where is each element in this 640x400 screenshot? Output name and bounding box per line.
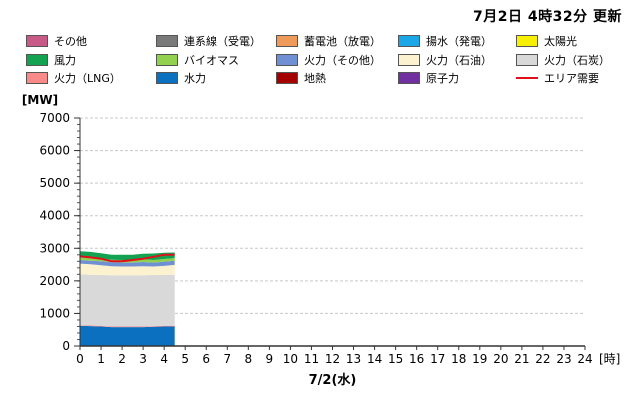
area-series <box>80 263 175 276</box>
y-tick-label: 4000 <box>39 209 70 223</box>
y-tick-label: 1000 <box>39 306 70 320</box>
x-tick-label: 2 <box>118 352 126 366</box>
area-series <box>80 325 175 346</box>
y-tick-label: 2000 <box>39 274 70 288</box>
x-tick-label: 17 <box>430 352 445 366</box>
legend-swatch <box>398 72 420 84</box>
legend-label: 水力 <box>184 72 206 85</box>
legend-swatch <box>26 35 48 47</box>
x-tick-label: 14 <box>367 352 382 366</box>
legend-item: バイオマス <box>156 52 239 68</box>
legend-item: 火力（石油） <box>398 52 492 68</box>
legend-swatch <box>156 54 178 66</box>
legend-label: エリア需要 <box>544 72 599 85</box>
legend-item: エリア需要 <box>516 70 599 86</box>
legend-label: 火力（石油） <box>426 54 492 67</box>
legend-item: 火力（その他） <box>276 52 381 68</box>
x-tick-label: 19 <box>472 352 487 366</box>
legend-item: 太陽光 <box>516 33 577 49</box>
x-tick-label: 11 <box>304 352 319 366</box>
legend-swatch <box>516 77 538 79</box>
legend-item: 揚水（発電） <box>398 33 492 49</box>
legend-swatch <box>516 54 538 66</box>
update-timestamp: 7月2日 4時32分 更新 <box>473 9 622 25</box>
legend-item: 風力 <box>26 52 76 68</box>
y-tick-label: 0 <box>62 339 70 353</box>
x-tick-label: 0 <box>76 352 84 366</box>
x-tick-label: 15 <box>388 352 403 366</box>
x-tick-label: 12 <box>325 352 340 366</box>
legend-label: 原子力 <box>426 72 459 85</box>
x-tick-label: 3 <box>139 352 147 366</box>
x-tick-label: 24 <box>577 352 592 366</box>
legend-label: その他 <box>54 35 87 48</box>
x-tick-label: 21 <box>514 352 529 366</box>
x-tick-label: 7 <box>223 352 231 366</box>
legend-label: 風力 <box>54 54 76 67</box>
legend-label: 火力（石炭） <box>544 54 610 67</box>
legend-item: 水力 <box>156 70 206 86</box>
legend-swatch <box>26 72 48 84</box>
x-tick-label: 22 <box>535 352 550 366</box>
x-tick-label: 20 <box>493 352 508 366</box>
legend-swatch <box>156 72 178 84</box>
legend-label: 太陽光 <box>544 35 577 48</box>
y-axis-label: [MW] <box>22 93 58 107</box>
x-tick-label: 9 <box>266 352 274 366</box>
legend-item: 連系線（受電） <box>156 33 261 49</box>
legend-swatch <box>398 35 420 47</box>
legend-swatch <box>276 35 298 47</box>
legend-item: その他 <box>26 33 87 49</box>
legend-swatch <box>398 54 420 66</box>
x-tick-label: 8 <box>245 352 253 366</box>
y-tick-label: 3000 <box>39 241 70 255</box>
x-tick-label: 13 <box>346 352 361 366</box>
x-tick-label: 6 <box>202 352 210 366</box>
legend-swatch <box>276 54 298 66</box>
x-tick-label: 23 <box>556 352 571 366</box>
x-tick-label: 18 <box>451 352 466 366</box>
x-axis-unit: [時] <box>599 352 620 366</box>
x-tick-label: 10 <box>283 352 298 366</box>
legend-swatch <box>156 35 178 47</box>
x-axis-label: 7/2(水) <box>309 372 357 388</box>
legend-label: 火力（その他） <box>304 54 381 67</box>
legend-item: 原子力 <box>398 70 459 86</box>
x-tick-label: 16 <box>409 352 424 366</box>
legend-label: 地熱 <box>304 72 326 85</box>
legend-label: 揚水（発電） <box>426 35 492 48</box>
area-series <box>80 325 175 328</box>
legend-label: 連系線（受電） <box>184 35 261 48</box>
legend-item: 火力（LNG） <box>26 70 121 86</box>
legend-label: バイオマス <box>184 54 239 67</box>
x-tick-label: 5 <box>181 352 189 366</box>
legend-item: 火力（石炭） <box>516 52 610 68</box>
y-tick-label: 7000 <box>39 111 70 125</box>
legend-item: 地熱 <box>276 70 326 86</box>
legend-label: 蓄電池（放電） <box>304 35 381 48</box>
x-tick-label: 1 <box>97 352 105 366</box>
area-series <box>80 274 175 327</box>
y-tick-label: 5000 <box>39 176 70 190</box>
y-tick-label: 6000 <box>39 144 70 158</box>
area-series <box>80 260 175 267</box>
legend-swatch <box>26 54 48 66</box>
legend-item: 蓄電池（放電） <box>276 33 381 49</box>
legend-swatch <box>276 72 298 84</box>
demand-line <box>79 253 175 263</box>
legend-swatch <box>516 35 538 47</box>
legend-label: 火力（LNG） <box>54 72 121 85</box>
x-tick-label: 4 <box>160 352 168 366</box>
